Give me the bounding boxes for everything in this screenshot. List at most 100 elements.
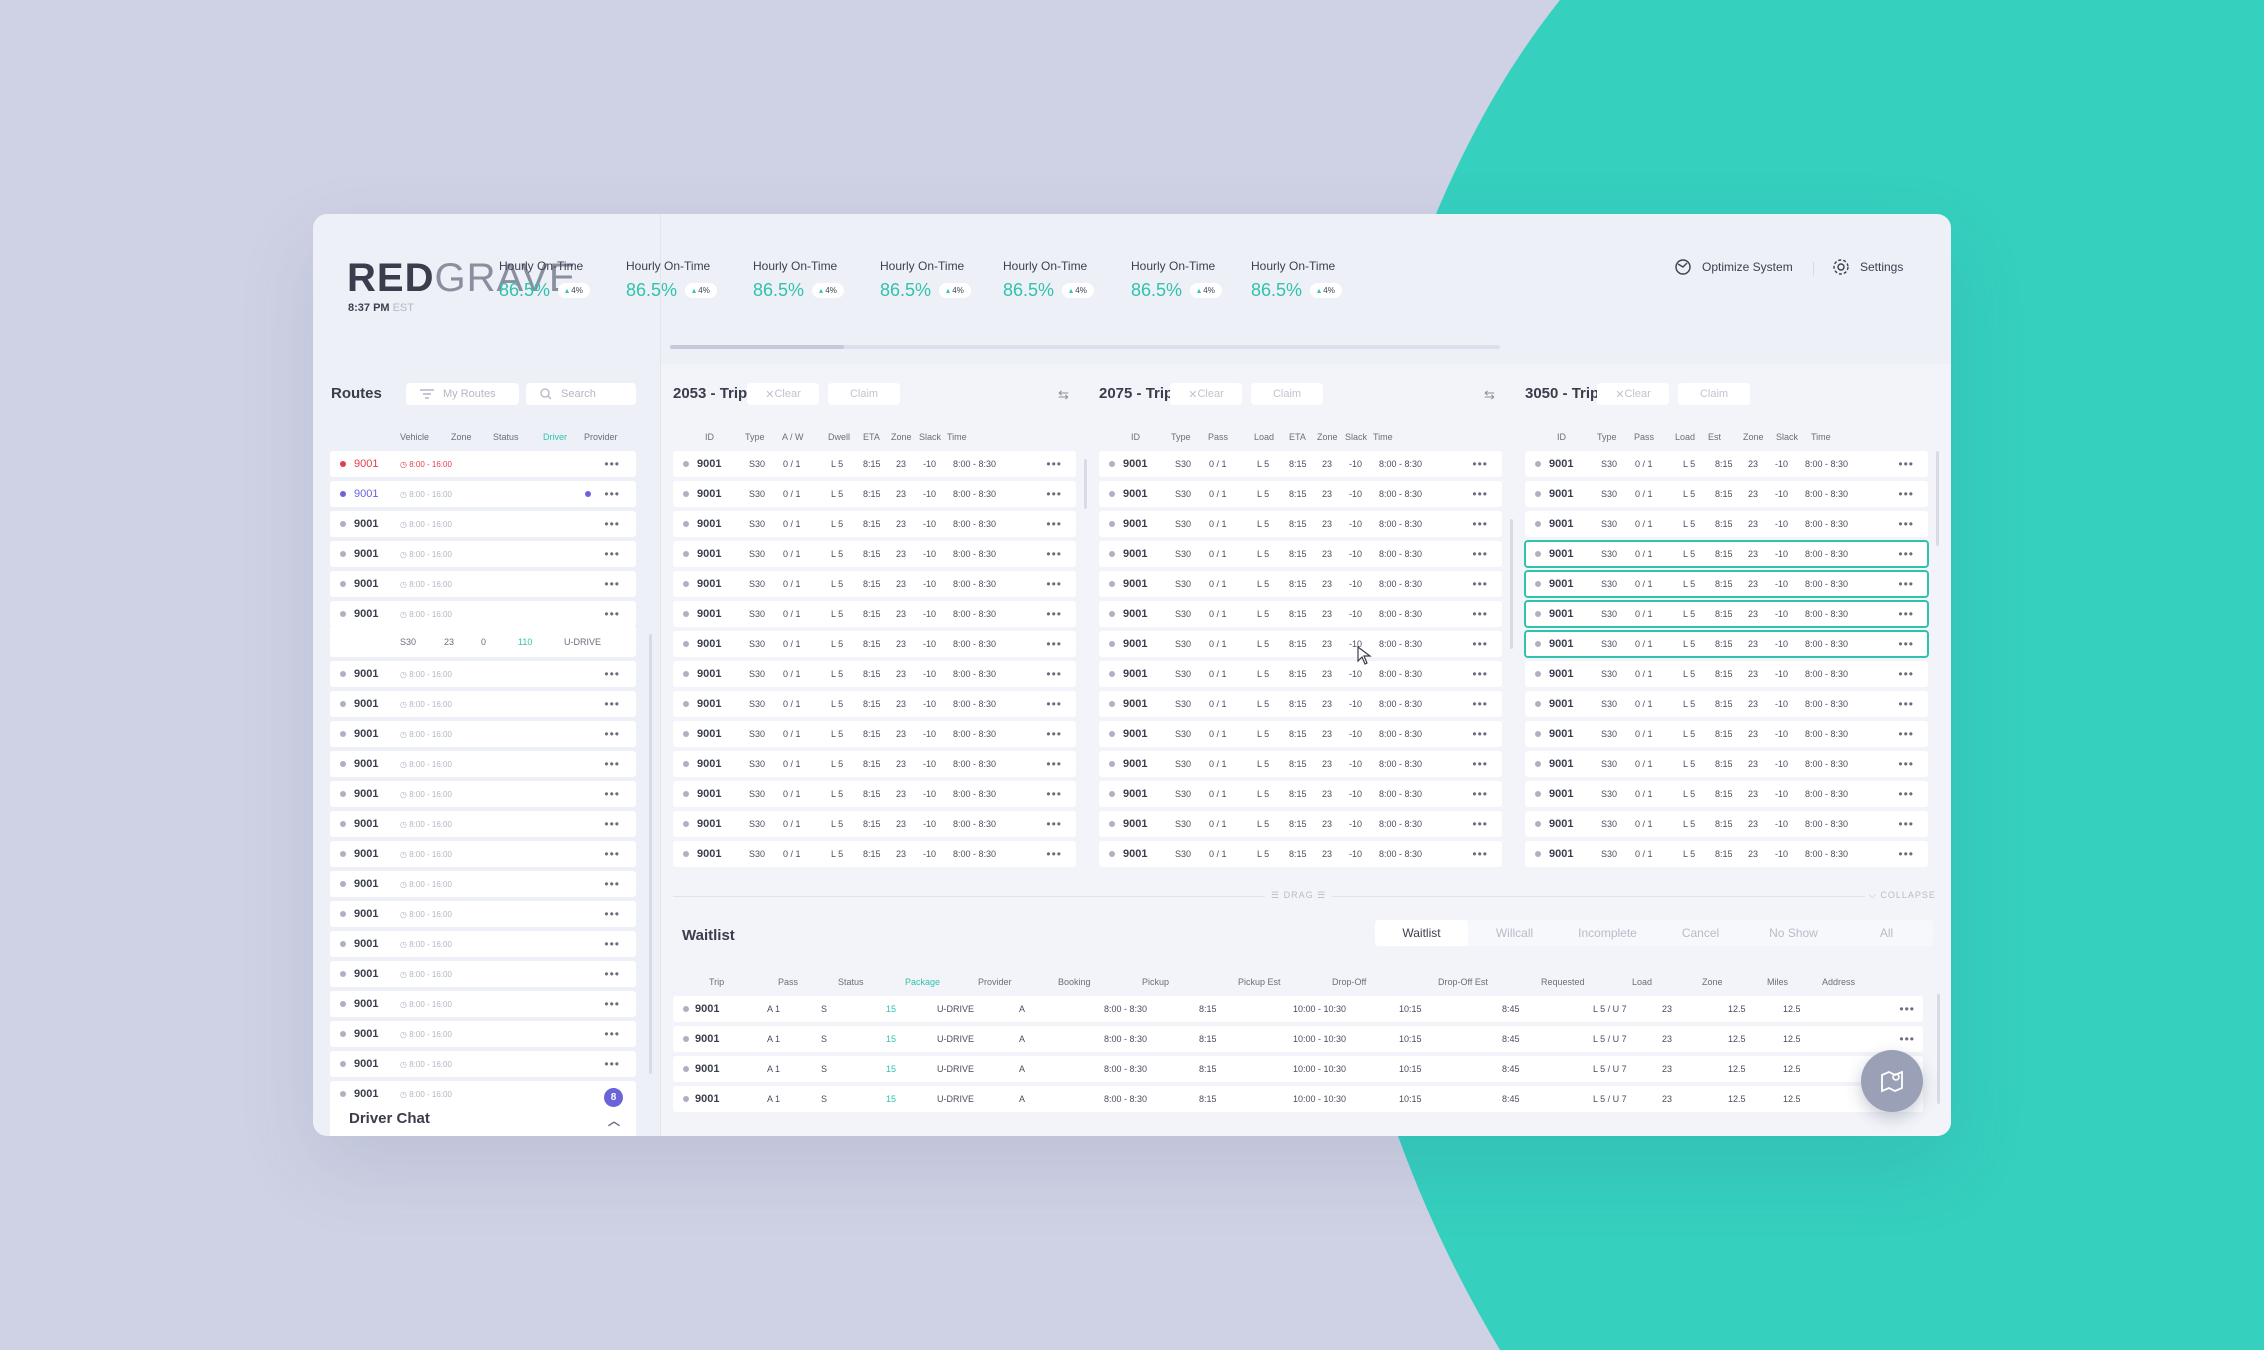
manifest-column-header[interactable]: Type <box>1171 432 1191 442</box>
manifest-row[interactable]: 9001 S30 0 / 1 L 5 8:15 23 -10 8:00 - 8:30 ••• <box>673 661 1076 687</box>
more-options-icon[interactable]: ••• <box>1472 517 1488 531</box>
manifest-row[interactable]: 9001 S30 0 / 1 L 5 8:15 23 -10 8:00 - 8:30 ••• <box>673 841 1076 867</box>
more-options-icon[interactable]: ••• <box>604 847 620 861</box>
manifest-row[interactable]: 9001 S30 0 / 1 L 5 8:15 23 -10 8:00 - 8:30 ••• <box>1525 721 1928 747</box>
more-options-icon[interactable]: ••• <box>1472 757 1488 771</box>
route-row[interactable]: 9001 8:00 - 16:00 ••• <box>330 511 636 537</box>
tab-waitlist[interactable]: Waitlist <box>1375 920 1468 946</box>
waitlist-column-header[interactable]: Address <box>1822 977 1856 987</box>
manifest-row[interactable]: 9001 S30 0 / 1 L 5 8:15 23 -10 8:00 - 8:30 ••• <box>1099 541 1502 567</box>
more-options-icon[interactable]: ••• <box>604 787 620 801</box>
waitlist-column-header[interactable]: Pass <box>778 977 799 987</box>
manifest-scrollbar[interactable] <box>1510 519 1513 649</box>
route-row[interactable]: 9001 8:00 - 16:00 ••• <box>330 991 636 1017</box>
manifest-row[interactable]: 9001 S30 0 / 1 L 5 8:15 23 -10 8:00 - 8:30 ••• <box>1099 751 1502 777</box>
more-options-icon[interactable]: ••• <box>604 697 620 711</box>
more-options-icon[interactable]: ••• <box>1046 817 1062 831</box>
claim-button[interactable]: Claim <box>828 383 900 405</box>
more-options-icon[interactable]: ••• <box>1046 487 1062 501</box>
manifest-row[interactable]: 9001 S30 0 / 1 L 5 8:15 23 -10 8:00 - 8:30 ••• <box>1525 511 1928 537</box>
manifest-column-header[interactable]: Zone <box>891 432 912 442</box>
chevron-up-icon[interactable]: ︿ <box>607 1114 620 1128</box>
manifest-column-header[interactable]: Est <box>1708 432 1722 442</box>
route-row[interactable]: 9001 8:00 - 16:00 ••• <box>330 541 636 567</box>
manifest-column-header[interactable]: ID <box>705 432 714 442</box>
more-options-icon[interactable]: ••• <box>1472 487 1488 501</box>
manifest-column-header[interactable]: Pass <box>1634 432 1655 442</box>
map-button[interactable] <box>1861 1050 1923 1112</box>
more-options-icon[interactable]: ••• <box>1046 847 1062 861</box>
more-options-icon[interactable]: ••• <box>1898 577 1914 591</box>
route-row[interactable]: 9001 8:00 - 16:00 ••• <box>330 901 636 927</box>
waitlist-column-header[interactable]: Pickup Est <box>1238 977 1281 987</box>
waitlist-row[interactable]: 9001 A 1 S 15 U-DRIVE A 8:00 - 8:30 8:15 10:00 -… <box>673 996 1923 1022</box>
tab-incomplete[interactable]: Incomplete <box>1578 926 1637 940</box>
more-options-icon[interactable]: ••• <box>1472 457 1488 471</box>
more-options-icon[interactable]: ••• <box>1046 607 1062 621</box>
manifest-row[interactable]: 9001 S30 0 / 1 L 5 8:15 23 -10 8:00 - 8:30 ••• <box>1099 481 1502 507</box>
manifest-column-header[interactable]: Time <box>1811 432 1831 442</box>
manifest-row[interactable]: 9001 S30 0 / 1 L 5 8:15 23 -10 8:00 - 8:30 ••• <box>673 601 1076 627</box>
waitlist-column-header[interactable]: Status <box>838 977 864 987</box>
waitlist-row[interactable]: 9001 A 1 S 15 U-DRIVE A 8:00 - 8:30 8:15 10:00 -… <box>673 1056 1923 1082</box>
more-options-icon[interactable]: ••• <box>1046 757 1062 771</box>
routes-scrollbar[interactable] <box>649 634 652 1074</box>
manifest-row[interactable]: 9001 S30 0 / 1 L 5 8:15 23 -10 8:00 - 8:30 ••• <box>673 451 1076 477</box>
manifest-row[interactable]: 9001 S30 0 / 1 L 5 8:15 23 -10 8:00 - 8:30 ••• <box>1525 661 1928 687</box>
tab-cancel[interactable]: Cancel <box>1681 926 1720 940</box>
manifest-row[interactable]: 9001 S30 0 / 1 L 5 8:15 23 -10 8:00 - 8:30 ••• <box>1099 631 1502 657</box>
more-options-icon[interactable]: ••• <box>1046 727 1062 741</box>
manifest-row[interactable]: 9001 S30 0 / 1 L 5 8:15 23 -10 8:00 - 8:30 ••• <box>1525 811 1928 837</box>
claim-button[interactable]: Claim <box>1678 383 1750 405</box>
more-options-icon[interactable]: ••• <box>604 457 620 471</box>
waitlist-column-header[interactable]: Package <box>905 977 941 987</box>
route-row[interactable]: 9001 8:00 - 16:00 ••• <box>330 871 636 897</box>
manifest-row[interactable]: 9001 S30 0 / 1 L 5 8:15 23 -10 8:00 - 8:30 ••• <box>1099 811 1502 837</box>
manifest-column-header[interactable]: Slack <box>1345 432 1368 442</box>
manifest-row[interactable]: 9001 S30 0 / 1 L 5 8:15 23 -10 8:00 - 8:30 ••• <box>1099 721 1502 747</box>
clear-button[interactable]: ✕ Clear <box>747 383 819 405</box>
route-row[interactable]: 9001 8:00 - 16:00 ••• <box>330 841 636 867</box>
manifest-row[interactable]: 9001 S30 0 / 1 L 5 8:15 23 -10 8:00 - 8:30 ••• <box>673 781 1076 807</box>
more-options-icon[interactable]: ••• <box>1472 817 1488 831</box>
more-options-icon[interactable]: ••• <box>1898 847 1914 861</box>
manifest-row[interactable]: 9001 S30 0 / 1 L 5 8:15 23 -10 8:00 - 8:30 ••• <box>673 721 1076 747</box>
waitlist-column-header[interactable]: Drop-Off Est <box>1438 977 1488 987</box>
route-row[interactable]: 9001 8:00 - 16:00 ••• <box>330 961 636 987</box>
more-options-icon[interactable]: ••• <box>604 1027 620 1041</box>
more-options-icon[interactable]: ••• <box>604 667 620 681</box>
manifest-row[interactable]: 9001 S30 0 / 1 L 5 8:15 23 -10 8:00 - 8:30 ••• <box>1525 691 1928 717</box>
more-options-icon[interactable]: ••• <box>1046 637 1062 651</box>
manifest-row[interactable]: 9001 S30 0 / 1 L 5 8:15 23 -10 8:00 - 8:30 ••• <box>673 811 1076 837</box>
more-options-icon[interactable]: ••• <box>1472 787 1488 801</box>
more-options-icon[interactable]: ••• <box>604 547 620 561</box>
route-row[interactable]: 9001 8:00 - 16:00 ••• <box>330 451 636 477</box>
manifest-column-header[interactable]: ID <box>1557 432 1566 442</box>
route-row[interactable]: 9001 8:00 - 16:00 ••• <box>330 1051 636 1077</box>
more-options-icon[interactable]: ••• <box>1046 457 1062 471</box>
waitlist-column-header[interactable]: Requested <box>1541 977 1585 987</box>
manifest-column-header[interactable]: A / W <box>782 432 804 442</box>
more-options-icon[interactable]: ••• <box>604 607 620 621</box>
more-options-icon[interactable]: ••• <box>1472 667 1488 681</box>
more-options-icon[interactable]: ••• <box>1046 577 1062 591</box>
more-options-icon[interactable]: ••• <box>1046 547 1062 561</box>
route-row[interactable]: 9001 8:00 - 16:00 ••• <box>330 931 636 957</box>
waitlist-column-header[interactable]: Drop-Off <box>1332 977 1367 987</box>
more-options-icon[interactable]: ••• <box>1472 847 1488 861</box>
manifest-column-header[interactable]: Time <box>1373 432 1393 442</box>
manifest-row[interactable]: 9001 S30 0 / 1 L 5 8:15 23 -10 8:00 - 8:30 ••• <box>1099 661 1502 687</box>
manifest-row[interactable]: 9001 S30 0 / 1 L 5 8:15 23 -10 8:00 - 8:30 ••• <box>673 511 1076 537</box>
collapse-button[interactable]: ⌵ COLLAPSE <box>1865 890 1940 901</box>
more-options-icon[interactable]: ••• <box>604 877 620 891</box>
route-row[interactable]: 9001 8:00 - 16:00 ••• <box>330 661 636 687</box>
more-options-icon[interactable]: ••• <box>604 487 620 501</box>
more-options-icon[interactable]: ••• <box>1472 637 1488 651</box>
manifest-row[interactable]: 9001 S30 0 / 1 L 5 8:15 23 -10 8:00 - 8:30 ••• <box>1099 571 1502 597</box>
clear-button[interactable]: ✕ Clear <box>1597 383 1669 405</box>
routes-column-header[interactable]: Status <box>493 432 519 442</box>
route-row[interactable]: 9001 8:00 - 16:00 ••• <box>330 1021 636 1047</box>
more-options-icon[interactable]: ••• <box>1898 667 1914 681</box>
manifest-row[interactable]: 9001 S30 0 / 1 L 5 8:15 23 -10 8:00 - 8:30 ••• <box>1524 600 1929 628</box>
route-row[interactable]: 9001 8:00 - 16:00 ••• <box>330 571 636 597</box>
